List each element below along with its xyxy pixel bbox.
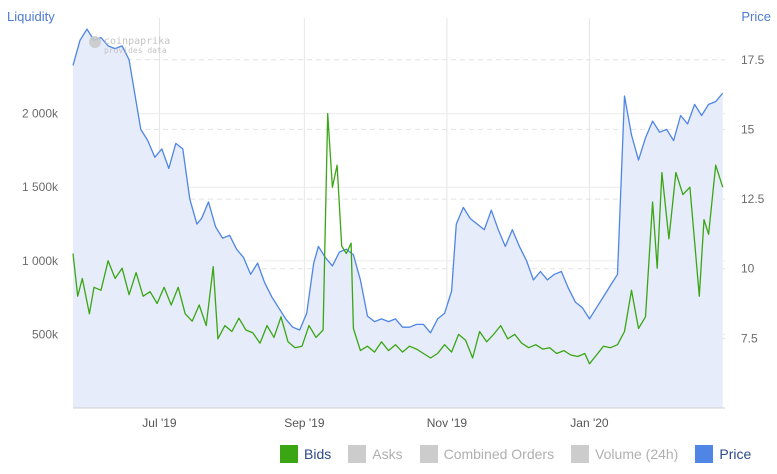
legend-swatch-volume	[571, 445, 590, 463]
legend-label: Volume (24h)	[595, 446, 679, 462]
right-tick-label: 12.5	[741, 192, 765, 206]
legend-swatch-combined-orders	[419, 445, 438, 463]
legend-swatch-price	[695, 445, 714, 463]
right-tick-label: 10	[741, 262, 755, 276]
right-tick-label: 17.5	[741, 53, 765, 67]
legend-item-volume[interactable]: Volume (24h)	[571, 445, 678, 463]
price-line	[72, 28, 724, 334]
legend-label: Asks	[372, 446, 403, 462]
x-tick-label: Nov '19	[427, 416, 468, 430]
legend-item-bids[interactable]: Bids	[280, 445, 331, 463]
left-tick-label: 1 000k	[22, 254, 59, 268]
left-axis-title: Liquidity	[7, 9, 55, 24]
series-layer	[72, 28, 724, 408]
left-tick-label: 2 000k	[22, 107, 59, 121]
coinpaprika-logo-icon	[89, 36, 101, 48]
legend-item-combined-orders[interactable]: Combined Orders	[419, 445, 555, 463]
price-area	[73, 29, 723, 408]
watermark-line2: provides data	[104, 46, 167, 55]
right-axis-title: Price	[741, 9, 771, 24]
legend-item-asks[interactable]: Asks	[348, 445, 403, 463]
left-tick-label: 1 500k	[22, 180, 59, 194]
watermark: coinpaprika provides data	[89, 36, 170, 55]
left-tick-label: 500k	[32, 327, 59, 341]
bids-line	[72, 113, 724, 365]
legend-label: Bids	[304, 446, 332, 462]
x-tick-label: Jul '19	[142, 416, 177, 430]
x-tick-label: Sep '19	[284, 416, 325, 430]
x-tick-label: Jan '20	[570, 416, 609, 430]
legend-swatch-bids	[280, 445, 298, 463]
right-tick-label: 15	[741, 122, 755, 136]
legend-item-price[interactable]: Price	[695, 445, 751, 463]
right-tick-label: 7.5	[741, 331, 758, 345]
chart-legend: Bids Asks Combined Orders Volume (24h) P…	[280, 444, 768, 464]
axes: Jul '19 Sep '19 Nov '19 Jan '20 500k 1 000k 1 …	[22, 53, 765, 430]
legend-label: Price	[719, 446, 752, 462]
watermark-line1: coinpaprika	[104, 36, 170, 47]
legend-label: Combined Orders	[443, 446, 555, 462]
legend-swatch-asks	[348, 445, 367, 463]
